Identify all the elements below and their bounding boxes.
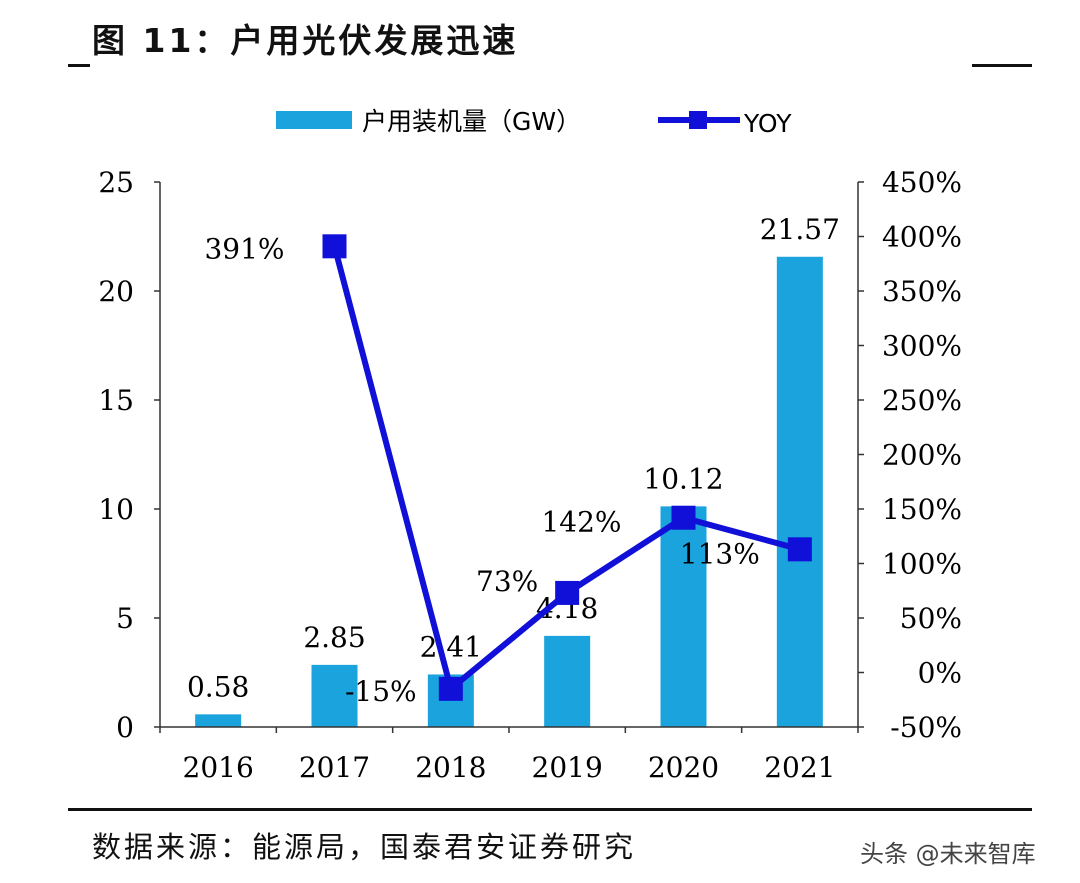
bar-2017 xyxy=(311,664,358,727)
bar-2020 xyxy=(660,506,707,727)
tick-label-x: 2016 xyxy=(183,751,254,784)
bar-value-label: 2.41 xyxy=(420,630,482,663)
legend-swatch-bar xyxy=(276,111,352,129)
bar-value-label: 21.57 xyxy=(760,213,840,246)
footer-rule xyxy=(68,808,1032,811)
tick-label-right: -50% xyxy=(890,711,962,744)
tick-label-left: 15 xyxy=(98,384,134,417)
tick-label-right: 250% xyxy=(882,384,962,417)
bar-value-label: 0.58 xyxy=(187,670,249,703)
tick-label-x: 2018 xyxy=(415,751,486,784)
tick-label-right: 450% xyxy=(882,166,962,199)
tick-label-right: 100% xyxy=(882,548,962,581)
tick-label-x: 2021 xyxy=(764,751,835,784)
bar-2021 xyxy=(776,256,823,727)
yoy-marker-2018 xyxy=(438,676,463,701)
tick-label-left: 10 xyxy=(98,493,134,526)
figure-title: 图 11：户用光伏发展迅速 xyxy=(92,21,519,60)
yoy-marker-2019 xyxy=(555,580,580,605)
tick-label-right: 50% xyxy=(900,602,962,635)
source-note: 数据来源：能源局，国泰君安证券研究 xyxy=(92,830,637,864)
tick-label-x: 2020 xyxy=(648,751,719,784)
legend-label-bar: 户用装机量（GW） xyxy=(362,107,581,136)
yoy-value-label: 142% xyxy=(541,506,621,539)
title-rule-right xyxy=(972,64,1032,67)
watermark: 头条 @未来智库 xyxy=(860,840,1036,868)
yoy-marker-2017 xyxy=(322,234,347,259)
yoy-value-label: -15% xyxy=(345,675,417,708)
tick-label-left: 25 xyxy=(98,166,134,199)
tick-label-right: 150% xyxy=(882,493,962,526)
bar-2019 xyxy=(544,635,591,727)
yoy-value-label: 113% xyxy=(680,537,760,570)
tick-label-right: 300% xyxy=(882,330,962,363)
tick-label-left: 5 xyxy=(116,602,134,635)
legend-marker-line xyxy=(689,111,707,129)
yoy-value-label: 391% xyxy=(204,232,284,265)
tick-label-right: 350% xyxy=(882,275,962,308)
tick-label-left: 20 xyxy=(98,275,134,308)
legend-label-line: YOY xyxy=(743,109,792,138)
tick-label-right: 200% xyxy=(882,439,962,472)
bar-value-label: 10.12 xyxy=(643,462,723,495)
yoy-marker-2021 xyxy=(787,537,812,562)
tick-label-x: 2017 xyxy=(299,751,370,784)
tick-label-left: 0 xyxy=(116,711,134,744)
bar-value-label: 2.85 xyxy=(303,621,365,654)
yoy-value-label: 73% xyxy=(476,565,538,598)
tick-label-x: 2019 xyxy=(532,751,603,784)
tick-label-right: 400% xyxy=(882,221,962,254)
tick-label-right: 0% xyxy=(918,657,962,690)
bar-2016 xyxy=(195,714,242,727)
yoy-marker-2020 xyxy=(671,505,696,530)
title-rule-left xyxy=(68,64,90,67)
chart-area: 户用装机量（GW） YOY 0 5 10 15 20 25 -50% 0% 50% 100% 150% 2… xyxy=(98,107,962,784)
